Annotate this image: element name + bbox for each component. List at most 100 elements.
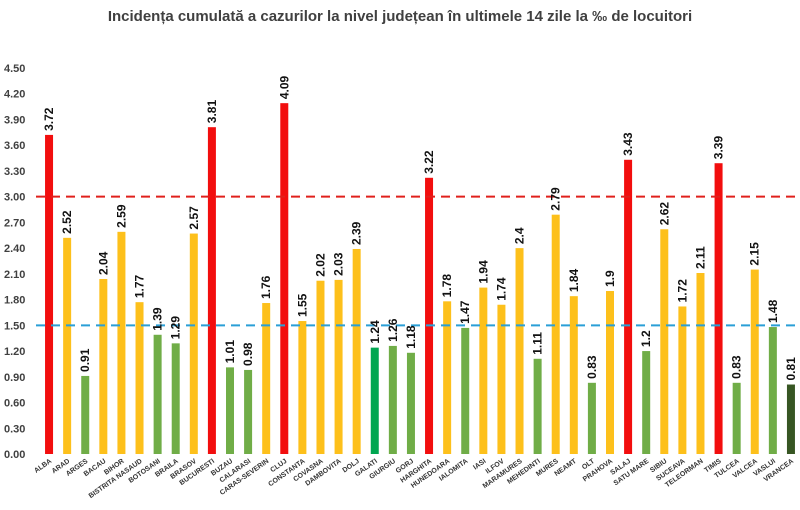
data-label: 0.98 [241, 342, 255, 366]
bar [551, 214, 560, 454]
data-label: 1.77 [133, 274, 147, 298]
data-label: 3.81 [205, 100, 219, 124]
data-label: 2.39 [350, 221, 364, 245]
bar [370, 347, 379, 454]
bar [606, 291, 614, 454]
bar [714, 163, 723, 455]
y-tick-label: 2.70 [4, 217, 25, 229]
bar [587, 382, 596, 454]
y-tick-label: 4.50 [4, 63, 25, 75]
bar [117, 231, 126, 454]
y-tick-label: 1.20 [4, 346, 25, 358]
y-tick-label: 4.20 [4, 89, 25, 101]
data-label: 1.94 [476, 260, 490, 284]
data-label: 1.01 [223, 340, 237, 364]
data-label: 2.03 [332, 252, 346, 276]
data-label: 2.4 [513, 227, 527, 244]
y-tick-label: 0.60 [4, 398, 25, 410]
data-label: 2.62 [657, 202, 671, 226]
chart-title: Incidența cumulată a cazurilor la nivel … [107, 8, 693, 25]
bar [81, 375, 90, 454]
bar [461, 327, 470, 454]
data-label: 3.43 [621, 132, 635, 156]
bar [99, 279, 108, 454]
bar [678, 306, 687, 454]
data-label: 1.2 [639, 330, 653, 347]
data-label: 1.84 [567, 268, 581, 292]
bar [388, 345, 397, 454]
y-tick-label: 1.80 [4, 295, 25, 307]
data-label: 2.11 [693, 246, 707, 269]
bar [189, 233, 198, 454]
bar [262, 303, 271, 454]
data-label: 3.22 [422, 150, 436, 174]
data-label: 1.74 [494, 277, 508, 301]
bar [244, 369, 253, 454]
bar [515, 248, 524, 454]
y-tick-label: 3.90 [4, 114, 25, 126]
y-tick-label: 3.00 [4, 192, 25, 204]
y-tick-label: 1.50 [4, 320, 25, 332]
data-label: 1.72 [675, 279, 689, 303]
data-label: 1.47 [458, 300, 472, 324]
data-label: 0.83 [730, 355, 744, 379]
data-label: 1.55 [295, 293, 309, 317]
y-tick-label: 3.60 [4, 140, 25, 152]
y-tick-label: 3.30 [4, 166, 25, 178]
bar [406, 352, 415, 454]
bar [443, 301, 452, 454]
data-label: 1.26 [386, 318, 400, 342]
data-label: 2.02 [313, 253, 327, 277]
data-label: 2.57 [187, 206, 201, 230]
data-label: 1.24 [368, 320, 382, 344]
data-label: 2.52 [60, 210, 74, 234]
data-label: 3.72 [42, 107, 56, 131]
data-label: 0.91 [78, 348, 92, 372]
bar [533, 358, 542, 454]
data-label: 1.39 [151, 307, 165, 331]
bar [660, 229, 669, 454]
data-label: 4.09 [277, 75, 291, 99]
data-label: 2.04 [96, 251, 110, 275]
y-tick-label: 0.00 [4, 449, 25, 461]
bar [153, 334, 162, 454]
bar [171, 343, 180, 454]
data-label: 1.18 [404, 325, 418, 349]
data-label: 1.48 [766, 299, 780, 323]
data-label: 2.15 [748, 242, 762, 266]
bar [425, 177, 434, 454]
bar [497, 304, 506, 454]
data-label: 1.29 [169, 316, 183, 340]
bar [207, 127, 216, 454]
data-label: 1.78 [440, 274, 454, 298]
bar [316, 280, 325, 454]
y-tick-label: 0.90 [4, 372, 25, 384]
bar [226, 367, 234, 454]
bar [135, 302, 144, 454]
bar [624, 159, 633, 454]
bar [768, 327, 777, 454]
data-label: 1.76 [259, 275, 273, 299]
bar [280, 103, 289, 455]
bar [732, 382, 741, 454]
data-label: 0.83 [585, 355, 599, 379]
y-tick-label: 0.30 [4, 423, 25, 435]
bar [786, 384, 795, 454]
bar [696, 273, 705, 454]
y-tick-label: 2.10 [4, 269, 25, 281]
data-label: 1.11 [531, 332, 545, 355]
data-label: 2.79 [549, 187, 563, 211]
bar [479, 287, 488, 454]
x-tick-label: ALBA [33, 458, 53, 475]
bar [642, 351, 651, 454]
data-label: 2.59 [114, 204, 128, 228]
bar [569, 296, 578, 454]
bar [63, 237, 72, 454]
bar [750, 269, 759, 454]
bar [352, 248, 361, 454]
bar [45, 134, 54, 454]
data-label: 1.9 [603, 270, 617, 287]
bar [334, 279, 343, 454]
